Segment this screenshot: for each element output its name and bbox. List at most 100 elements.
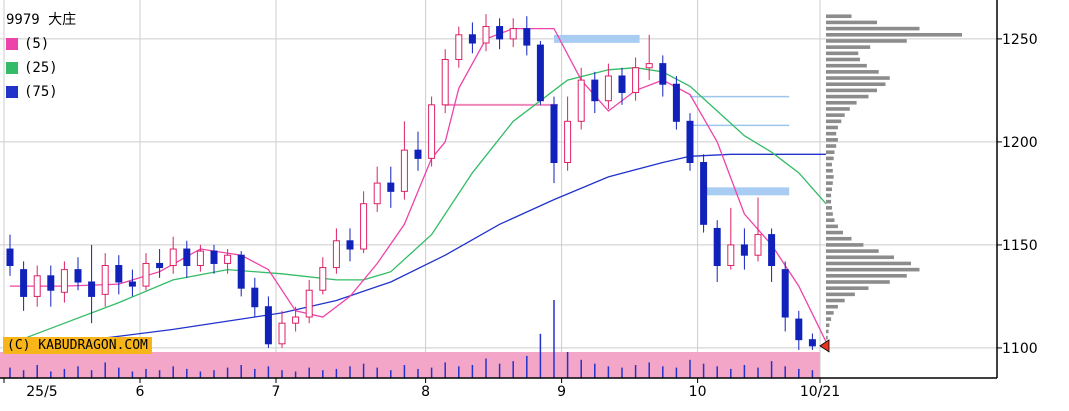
candle-body-4 — [60, 269, 68, 293]
candle-body-12 — [169, 248, 177, 267]
legend-ma5: (5) — [6, 32, 76, 56]
chart-title: 9979 大庄 — [6, 12, 77, 28]
legend-label-ma25: (25) — [24, 60, 58, 76]
candle-39 — [536, 40, 544, 105]
profile-bar-5 — [826, 311, 834, 315]
candle-body-29 — [400, 149, 408, 192]
candle-body-46 — [632, 67, 640, 93]
profile-bar-21 — [826, 212, 833, 216]
candle-30 — [414, 131, 422, 171]
ma25-line — [9, 67, 827, 345]
candle-body-49 — [672, 83, 680, 122]
legend: 9979 大庄 (5) (25) (75) — [6, 8, 76, 104]
ma5-line — [10, 27, 827, 342]
y-tick-label-1250: 1250 — [1002, 32, 1038, 48]
candle-27 — [373, 166, 381, 212]
profile-bar-48 — [826, 45, 871, 49]
y-tick-label-1100: 1100 — [1002, 341, 1038, 357]
candle-body-5 — [74, 269, 82, 283]
candle-46 — [632, 57, 640, 101]
candle-body-7 — [101, 265, 109, 295]
candle-body-3 — [47, 275, 55, 291]
candle-body-20 — [278, 322, 286, 345]
volume-band — [0, 352, 820, 378]
candle-body-28 — [387, 182, 395, 192]
candle-23 — [319, 257, 327, 295]
profile-bar-49 — [826, 39, 907, 43]
candle-body-6 — [88, 281, 96, 297]
copyright-label: (C) KABUDRAGON.COM — [3, 337, 152, 354]
candle-body-24 — [332, 240, 340, 269]
candle-body-27 — [373, 182, 381, 205]
legend-label-ma5: (5) — [24, 36, 50, 52]
candle-body-32 — [441, 59, 449, 106]
candle-body-37 — [509, 28, 517, 40]
profile-bar-18 — [826, 230, 843, 235]
candle-9 — [128, 269, 136, 297]
profile-bar-25 — [826, 187, 832, 192]
profile-bar-33 — [826, 138, 838, 142]
candle-36 — [496, 18, 504, 50]
profile-bar-46 — [826, 57, 860, 62]
profile-bar-37 — [826, 113, 845, 117]
candle-44 — [604, 63, 612, 109]
candle-5 — [74, 257, 82, 291]
candle-body-31 — [428, 104, 436, 159]
candle-body-53 — [727, 244, 735, 267]
candle-body-39 — [536, 44, 544, 102]
candle-body-55 — [754, 234, 762, 256]
profile-bar-9 — [826, 286, 869, 290]
x-tick-label-6: 10/21 — [800, 384, 840, 400]
candle-body-47 — [645, 63, 653, 69]
x-tick-labels: 25/5 6 7 8 9 10 10/21 — [3, 378, 840, 400]
candle-body-50 — [686, 120, 694, 164]
profile-bar-53 — [826, 14, 852, 19]
candle-24 — [332, 228, 340, 274]
profile-bar-44 — [826, 70, 879, 74]
candle-51 — [700, 154, 708, 233]
candle-body-38 — [523, 28, 531, 46]
last-price-triangle — [819, 339, 830, 353]
profile-bar-31 — [826, 150, 835, 155]
profile-bar-2 — [826, 329, 829, 334]
candle-1 — [20, 261, 28, 311]
candle-body-8 — [115, 265, 123, 283]
candle-body-58 — [795, 318, 803, 341]
profile-bar-19 — [826, 224, 838, 229]
legend-label-ma75: (75) — [24, 84, 58, 100]
candle-53 — [727, 207, 735, 270]
candle-14 — [196, 244, 204, 272]
candle-15 — [210, 244, 218, 274]
candle-55 — [754, 197, 762, 262]
profile-bar-13 — [826, 261, 911, 266]
candle-33 — [455, 26, 463, 68]
candle-20 — [278, 310, 286, 348]
candle-40 — [550, 96, 558, 184]
candle-body-2 — [33, 275, 41, 297]
profile-bar-27 — [826, 175, 834, 179]
candle-body-54 — [740, 244, 748, 256]
candle-32 — [441, 49, 449, 114]
candle-body-23 — [319, 267, 327, 291]
profile-bar-6 — [826, 304, 838, 309]
candle-body-57 — [781, 269, 789, 318]
candle-body-56 — [768, 234, 776, 267]
candle-29 — [400, 121, 408, 200]
candle-body-44 — [604, 75, 612, 102]
profile-bar-28 — [826, 168, 833, 173]
candle-body-51 — [700, 162, 708, 225]
candle-31 — [428, 96, 436, 167]
candle-body-42 — [577, 79, 585, 122]
profile-bar-35 — [826, 125, 838, 130]
profile-bar-38 — [826, 107, 850, 111]
candle-body-16 — [224, 254, 232, 264]
candle-48 — [659, 55, 667, 97]
legend-ma25: (25) — [6, 56, 76, 80]
level-band-3 — [703, 187, 790, 196]
candle-body-40 — [550, 104, 558, 164]
candle-19 — [264, 296, 272, 348]
profile-bar-36 — [826, 119, 842, 124]
profile-bar-41 — [826, 88, 877, 93]
candle-body-21 — [292, 316, 300, 324]
